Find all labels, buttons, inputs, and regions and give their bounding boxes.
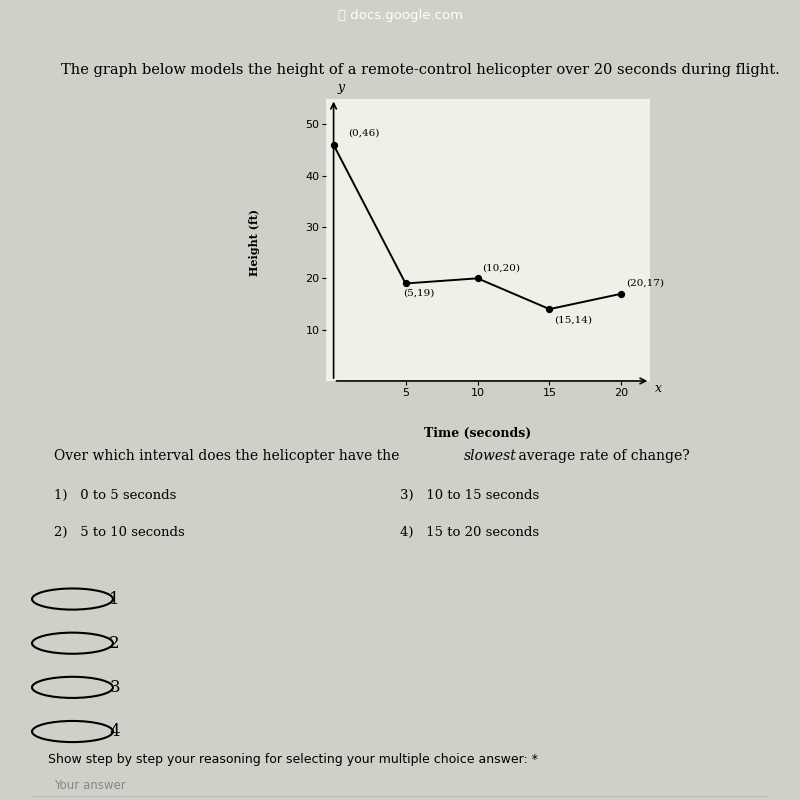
Text: (15,14): (15,14) [554, 315, 592, 325]
Text: 4: 4 [110, 723, 120, 740]
Text: Your answer: Your answer [54, 778, 126, 792]
Text: 1: 1 [110, 590, 120, 607]
Text: 2)   5 to 10 seconds: 2) 5 to 10 seconds [54, 526, 185, 538]
Text: 3: 3 [110, 679, 120, 696]
Text: average rate of change?: average rate of change? [514, 450, 690, 463]
Text: 🔒 docs.google.com: 🔒 docs.google.com [338, 10, 462, 22]
Text: The graph below models the height of a remote-control helicopter over 20 seconds: The graph below models the height of a r… [62, 63, 780, 78]
Text: Over which interval does the helicopter have the: Over which interval does the helicopter … [54, 450, 404, 463]
Text: (10,20): (10,20) [482, 263, 520, 272]
Text: 1)   0 to 5 seconds: 1) 0 to 5 seconds [54, 489, 177, 502]
Text: Height (ft): Height (ft) [249, 209, 260, 276]
Point [615, 287, 628, 300]
Point [327, 138, 340, 151]
Text: x: x [654, 382, 662, 395]
Point [399, 277, 412, 290]
Text: (5,19): (5,19) [402, 289, 434, 298]
Text: Time (seconds): Time (seconds) [424, 427, 531, 440]
Text: Show step by step your reasoning for selecting your multiple choice answer: *: Show step by step your reasoning for sel… [48, 753, 538, 766]
Point [543, 302, 556, 315]
Text: 2: 2 [110, 634, 120, 652]
Text: (0,46): (0,46) [348, 128, 379, 138]
Point [471, 272, 484, 285]
Text: (20,17): (20,17) [626, 278, 664, 287]
Text: 4)   15 to 20 seconds: 4) 15 to 20 seconds [400, 526, 539, 538]
Text: y: y [338, 81, 344, 94]
Text: slowest: slowest [464, 450, 517, 463]
Text: 3)   10 to 15 seconds: 3) 10 to 15 seconds [400, 489, 539, 502]
